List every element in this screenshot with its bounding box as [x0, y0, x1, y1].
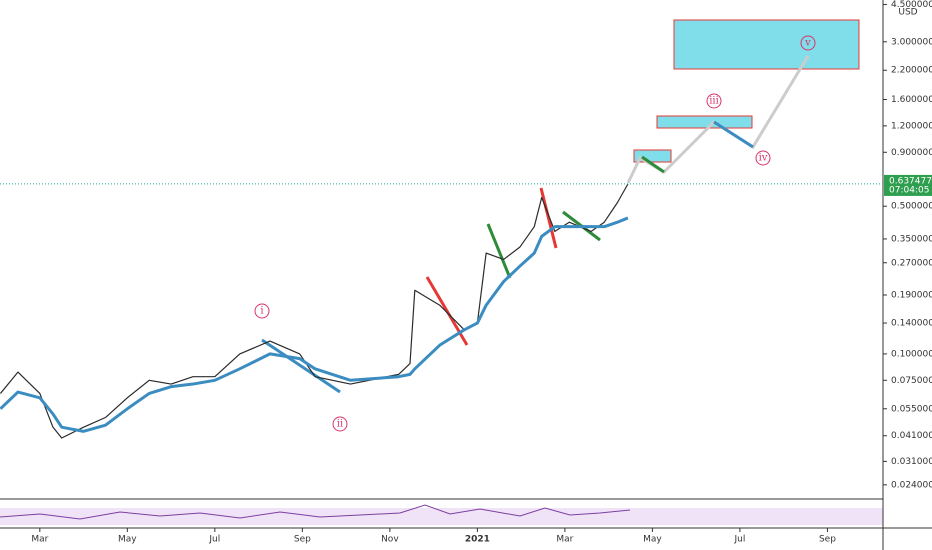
- y-tick-label: 0.041000: [891, 431, 932, 441]
- wave-label: i: [260, 306, 263, 317]
- target-box: [673, 19, 860, 70]
- y-tick-label: 0.140000: [891, 319, 932, 329]
- rsi-band: [0, 508, 883, 525]
- wave-label: iv: [759, 153, 768, 164]
- wave-circle: [706, 93, 722, 109]
- countdown-label: 07:04:05: [889, 185, 929, 195]
- y-tick-label: 0.270000: [891, 258, 932, 268]
- currency-label: USD: [898, 8, 917, 18]
- y-tick-label: 0.190000: [891, 291, 932, 301]
- y-tick-label: 0.100000: [891, 349, 932, 359]
- wave-line: [261, 338, 341, 394]
- x-tick-label: Mar: [556, 535, 573, 545]
- projection-path: [626, 55, 810, 184]
- x-tick-label: May: [643, 535, 662, 545]
- x-tick-label: May: [118, 535, 137, 545]
- wave-line: [539, 187, 558, 249]
- x-tick-label: Nov: [381, 535, 399, 545]
- y-tick-label: 4.500000: [891, 0, 932, 10]
- y-tick-label: 0.031000: [891, 457, 932, 467]
- wave-label: iii: [709, 96, 719, 107]
- y-tick-label: 1.600000: [891, 95, 932, 105]
- x-tick-label: Sep: [294, 535, 311, 545]
- wave-line: [641, 155, 665, 174]
- x-tick-label: Jul: [733, 535, 745, 545]
- rsi-line: [0, 504, 631, 520]
- y-tick-label: 0.024000: [891, 480, 932, 490]
- wave-line: [713, 120, 754, 149]
- y-tick-label: 0.055000: [891, 404, 932, 414]
- y-tick-label: 2.200000: [891, 66, 932, 76]
- current-price-box: [884, 174, 932, 196]
- x-tick-label: Jul: [208, 535, 220, 545]
- x-tick-label: 2021: [465, 535, 490, 545]
- wave-label: ii: [337, 419, 343, 430]
- wave-circle: [800, 35, 816, 51]
- y-tick-label: 0.900000: [891, 148, 932, 158]
- wave-circle: [332, 416, 348, 432]
- wave-circle: [755, 150, 771, 166]
- wave-label: v: [804, 38, 811, 49]
- y-tick-label: 1.200000: [891, 121, 932, 131]
- current-price-label: 0.637477: [889, 176, 932, 186]
- wave-line: [486, 223, 512, 279]
- wave-labels: i ii iii iv v: [254, 35, 816, 432]
- y-tick-label: 0.075000: [891, 376, 932, 386]
- y-tick-label: 0.350000: [891, 234, 932, 244]
- target-box: [656, 115, 753, 129]
- wave-circle: [254, 303, 270, 319]
- x-tick-label: Sep: [819, 535, 836, 545]
- y-tick-label: 0.500000: [891, 202, 932, 212]
- moving-average: [0, 216, 629, 433]
- y-tick-label: 3.000000: [891, 37, 932, 47]
- x-tick-label: Mar: [31, 535, 48, 545]
